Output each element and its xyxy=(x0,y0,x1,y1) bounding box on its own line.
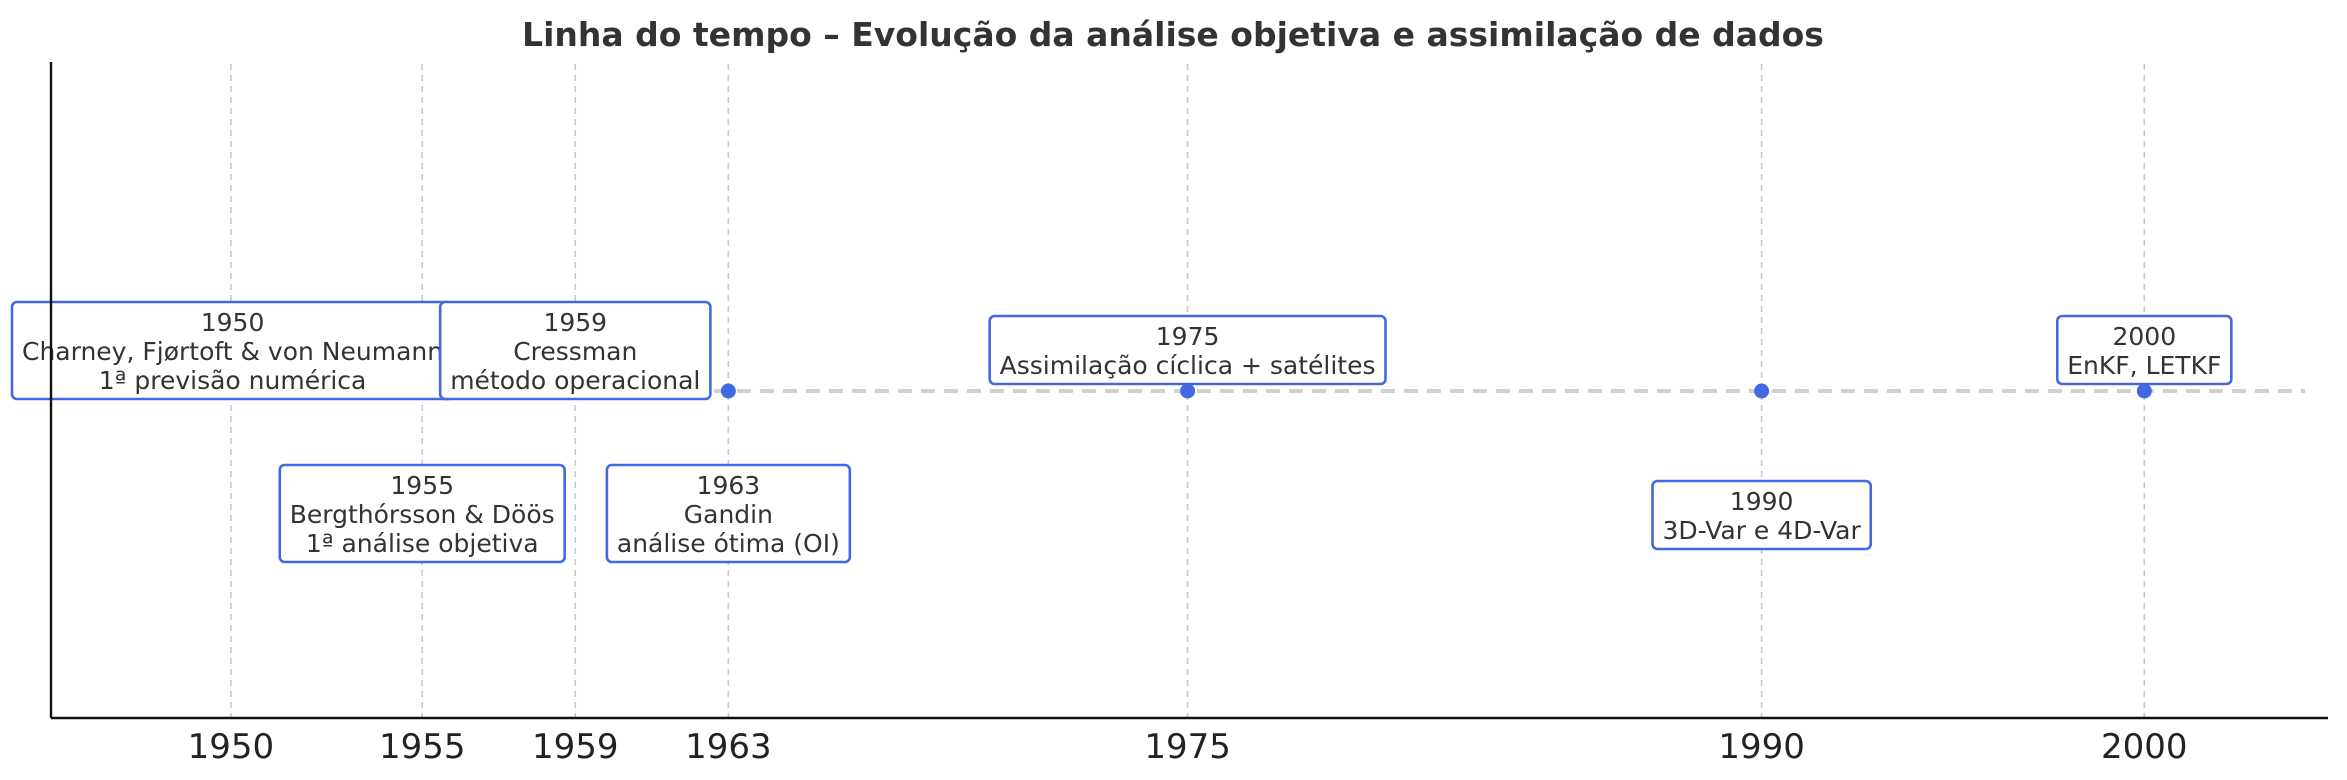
event-description: EnKF, LETKF xyxy=(2067,351,2221,380)
event-box xyxy=(2055,314,2233,386)
event-box xyxy=(438,300,712,401)
event-year-label: 1990 xyxy=(1730,487,1794,516)
chart-title: Linha do tempo – Evolução da análise obj… xyxy=(522,15,1824,54)
event-description: Gandin xyxy=(684,500,773,529)
x-tick-label: 1975 xyxy=(1144,727,1231,767)
event-dot xyxy=(2136,383,2152,399)
x-tick-label: 1950 xyxy=(188,727,275,767)
event-year-label: 1955 xyxy=(390,471,454,500)
event-box xyxy=(988,314,1387,386)
x-tick-label: 1963 xyxy=(685,727,772,767)
event-year-label: 2000 xyxy=(2112,322,2176,351)
x-tick-label: 1990 xyxy=(1718,727,1805,767)
event-year-label: 1975 xyxy=(1156,322,1220,351)
event-year-label: 1959 xyxy=(543,308,607,337)
event-description: Cressman xyxy=(513,337,637,366)
grid-layer xyxy=(230,64,2146,718)
event-box xyxy=(1651,479,1873,551)
event-description: 1ª previsão numérica xyxy=(99,366,367,395)
event-dot xyxy=(720,383,736,399)
x-tick-label: 2000 xyxy=(2101,727,2188,767)
x-tick-label: 1959 xyxy=(532,727,619,767)
event-description: análise ótima (OI) xyxy=(617,529,840,558)
event-description: Assimilação cíclica + satélites xyxy=(1000,351,1376,380)
event-description: 1ª análise objetiva xyxy=(306,529,539,558)
x-tick-label: 1955 xyxy=(379,727,466,767)
event-description: 3D-Var e 4D-Var xyxy=(1663,516,1862,545)
event-description: método operacional xyxy=(450,366,700,395)
event-dot xyxy=(1180,383,1196,399)
x-axis-ticks: 1950 1955 1959 1963 1975 1990 2000 xyxy=(188,727,2188,767)
event-description: Charney, Fjørtoft & von Neumann xyxy=(22,337,443,366)
event-year-label: 1950 xyxy=(201,308,265,337)
event-box xyxy=(278,463,566,564)
event-year-label: 1963 xyxy=(697,471,761,500)
event-box xyxy=(605,463,852,564)
event-description: Bergthórsson & Döös xyxy=(290,500,555,529)
event-dot xyxy=(1754,383,1770,399)
